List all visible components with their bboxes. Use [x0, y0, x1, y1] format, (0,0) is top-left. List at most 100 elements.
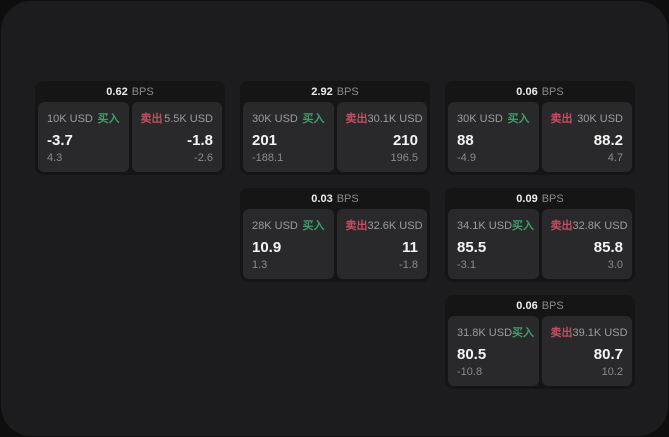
buy-panel-top: 28K USD 买入	[252, 217, 325, 233]
buy-side-label: 买入	[512, 220, 535, 232]
card-header: 0.62 BPS	[35, 81, 225, 102]
sell-price: 88.2	[593, 132, 623, 149]
sell-side-label: 卖出	[345, 220, 368, 232]
sell-side-label: 卖出	[550, 327, 573, 339]
buy-panel-top: 31.8K USD 买入	[457, 324, 534, 340]
sell-panel[interactable]: 卖出 32.6K USD 11 -1.8	[336, 209, 427, 279]
card-header: 0.09 BPS	[445, 188, 635, 209]
quote-card: 0.03 BPS 28K USD 买入 10.9 1.3 卖出 32.6K USD…	[240, 188, 430, 282]
sell-side-label: 卖出	[140, 113, 163, 125]
sell-price: 80.7	[593, 346, 623, 363]
buy-amount: 28K USD	[252, 220, 298, 232]
sell-delta: -2.6	[194, 152, 213, 164]
sell-price: 210	[392, 132, 418, 149]
sell-panel[interactable]: 卖出 30K USD 88.2 4.7	[541, 102, 632, 172]
buy-delta: -10.8	[457, 366, 483, 378]
buy-panel[interactable]: 31.8K USD 买入 80.5 -10.8	[448, 316, 539, 386]
bps-value: 2.92	[311, 86, 333, 98]
sell-amount: 32.8K USD	[572, 220, 628, 232]
sell-delta: 4.7	[607, 152, 623, 164]
buy-price: -3.7	[47, 132, 73, 149]
sell-panel-top: 卖出 32.8K USD	[550, 217, 628, 233]
sell-panel-top: 卖出 32.6K USD	[345, 217, 423, 233]
buy-side-label: 买入	[507, 113, 530, 125]
bps-unit-label: BPS	[336, 193, 359, 205]
buy-delta: -3.1	[457, 259, 476, 271]
buy-panel-top: 10K USD 买入	[47, 110, 120, 126]
buy-side-label: 买入	[512, 327, 535, 339]
buy-side-label: 买入	[302, 113, 325, 125]
quote-card: 0.09 BPS 34.1K USD 买入 85.5 -3.1 卖出 32.8K …	[445, 188, 635, 282]
quote-panels: 34.1K USD 买入 85.5 -3.1 卖出 32.8K USD 85.8…	[445, 209, 635, 282]
buy-panel[interactable]: 10K USD 买入 -3.7 4.3	[38, 102, 129, 172]
buy-delta: -4.9	[457, 152, 476, 164]
sell-panel-top: 卖出 39.1K USD	[550, 324, 628, 340]
card-header: 0.06 BPS	[445, 81, 635, 102]
bps-unit-label: BPS	[336, 86, 359, 98]
sell-delta: 196.5	[390, 152, 418, 164]
quote-card: 2.92 BPS 30K USD 买入 201 -188.1 卖出 30.1K U…	[240, 81, 430, 175]
sell-panel[interactable]: 卖出 39.1K USD 80.7 10.2	[541, 316, 632, 386]
buy-price: 85.5	[457, 239, 487, 256]
sell-price: 11	[402, 239, 418, 256]
sell-amount: 30.1K USD	[367, 113, 423, 125]
buy-side-label: 买入	[302, 220, 325, 232]
buy-delta: 1.3	[252, 259, 268, 271]
sell-price: 85.8	[593, 239, 623, 256]
sell-side-label: 卖出	[550, 113, 573, 125]
bps-value: 0.09	[516, 193, 538, 205]
buy-panel[interactable]: 34.1K USD 买入 85.5 -3.1	[448, 209, 539, 279]
card-header: 0.03 BPS	[240, 188, 430, 209]
sell-amount: 39.1K USD	[572, 327, 628, 339]
sell-delta: 3.0	[607, 259, 623, 271]
bps-unit-label: BPS	[541, 193, 564, 205]
bps-unit-label: BPS	[131, 86, 154, 98]
buy-amount: 10K USD	[47, 113, 93, 125]
quote-panels: 28K USD 买入 10.9 1.3 卖出 32.6K USD 11 -1.8	[240, 209, 430, 282]
card-header: 0.06 BPS	[445, 295, 635, 316]
buy-amount: 30K USD	[252, 113, 298, 125]
quote-panels: 30K USD 买入 201 -188.1 卖出 30.1K USD 210 1…	[240, 102, 430, 175]
buy-delta: 4.3	[47, 152, 63, 164]
quote-cards-grid: 0.62 BPS 10K USD 买入 -3.7 4.3 卖出 5.5K USD …	[35, 81, 635, 389]
sell-panel[interactable]: 卖出 30.1K USD 210 196.5	[336, 102, 427, 172]
buy-amount: 34.1K USD	[457, 220, 513, 232]
buy-price: 10.9	[252, 239, 282, 256]
quote-panels: 30K USD 买入 88 -4.9 卖出 30K USD 88.2 4.7	[445, 102, 635, 175]
quote-card: 0.06 BPS 31.8K USD 买入 80.5 -10.8 卖出 39.1K…	[445, 295, 635, 389]
sell-price: -1.8	[187, 132, 213, 149]
sell-panel-top: 卖出 30.1K USD	[345, 110, 423, 126]
quote-card: 0.62 BPS 10K USD 买入 -3.7 4.3 卖出 5.5K USD …	[35, 81, 225, 175]
sell-amount: 32.6K USD	[367, 220, 423, 232]
quote-panels: 31.8K USD 买入 80.5 -10.8 卖出 39.1K USD 80.…	[445, 316, 635, 389]
buy-delta: -188.1	[252, 152, 284, 164]
buy-amount: 31.8K USD	[457, 327, 513, 339]
quote-panels: 10K USD 买入 -3.7 4.3 卖出 5.5K USD -1.8 -2.…	[35, 102, 225, 175]
buy-side-label: 买入	[97, 113, 120, 125]
sell-side-label: 卖出	[345, 113, 368, 125]
sell-side-label: 卖出	[550, 220, 573, 232]
card-header: 2.92 BPS	[240, 81, 430, 102]
buy-panel-top: 30K USD 买入	[457, 110, 530, 126]
sell-delta: 10.2	[601, 366, 623, 378]
bps-value: 0.06	[516, 86, 538, 98]
buy-panel[interactable]: 30K USD 买入 88 -4.9	[448, 102, 539, 172]
buy-price: 88	[457, 132, 474, 149]
sell-panel[interactable]: 卖出 5.5K USD -1.8 -2.6	[131, 102, 222, 172]
sell-amount: 30K USD	[577, 113, 623, 125]
buy-panel[interactable]: 28K USD 买入 10.9 1.3	[243, 209, 334, 279]
buy-panel-top: 34.1K USD 买入	[457, 217, 534, 233]
sell-panel-top: 卖出 5.5K USD	[141, 110, 214, 126]
buy-panel-top: 30K USD 买入	[252, 110, 325, 126]
buy-amount: 30K USD	[457, 113, 503, 125]
buy-panel[interactable]: 30K USD 买入 201 -188.1	[243, 102, 334, 172]
bps-value: 0.06	[516, 300, 538, 312]
sell-panel-top: 卖出 30K USD	[551, 110, 624, 126]
sell-panel[interactable]: 卖出 32.8K USD 85.8 3.0	[541, 209, 632, 279]
buy-price: 201	[252, 132, 278, 149]
bps-value: 0.62	[106, 86, 128, 98]
bps-unit-label: BPS	[541, 300, 564, 312]
sell-amount: 5.5K USD	[164, 113, 213, 125]
bps-unit-label: BPS	[541, 86, 564, 98]
